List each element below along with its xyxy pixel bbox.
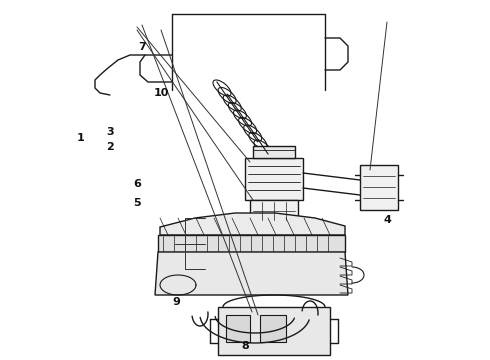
Polygon shape	[253, 146, 295, 158]
Polygon shape	[218, 307, 330, 355]
Polygon shape	[260, 315, 286, 342]
Text: 6: 6	[133, 179, 141, 189]
Circle shape	[253, 313, 263, 323]
Text: 8: 8	[241, 341, 249, 351]
Text: 9: 9	[172, 297, 180, 307]
Polygon shape	[360, 165, 398, 210]
Text: 5: 5	[133, 198, 141, 208]
Text: 7: 7	[138, 42, 146, 52]
Polygon shape	[155, 252, 348, 295]
Text: 3: 3	[106, 127, 114, 138]
Polygon shape	[245, 158, 303, 200]
Text: 1: 1	[77, 133, 85, 143]
Text: 4: 4	[383, 215, 391, 225]
Polygon shape	[158, 235, 345, 252]
Text: 10: 10	[154, 88, 170, 98]
Polygon shape	[226, 315, 250, 342]
Polygon shape	[160, 213, 345, 235]
Text: 2: 2	[106, 142, 114, 152]
Polygon shape	[250, 200, 298, 222]
